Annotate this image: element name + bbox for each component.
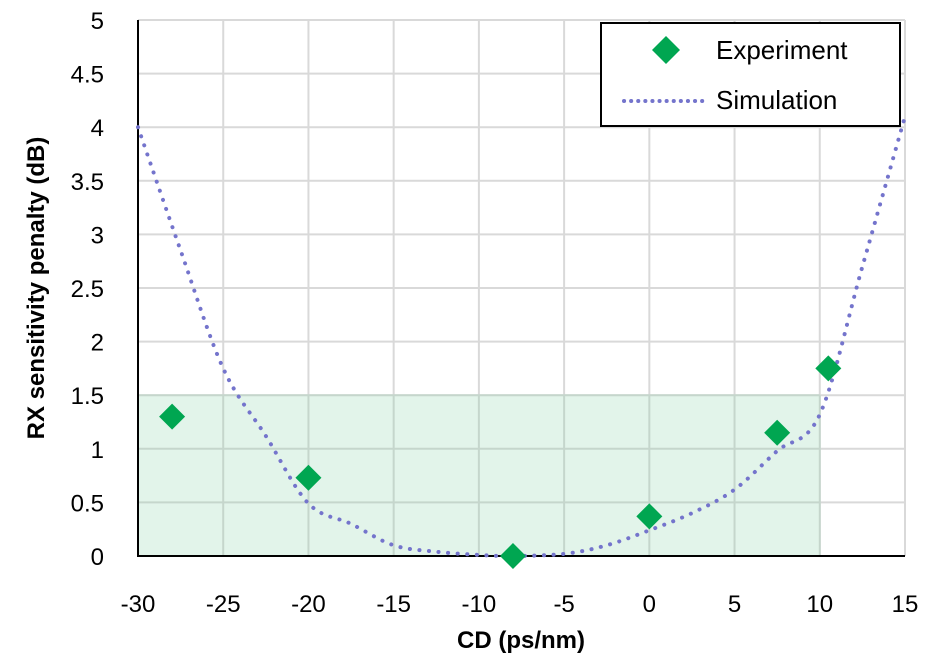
y-tick-label: 1 [91,437,104,464]
y-tick-label: 2 [91,330,104,357]
x-tick-labels: -30 -25 -20 -15 -10 -5 0 5 10 15 [121,591,919,618]
x-tick-label: 10 [806,591,833,618]
experiment-point [159,403,186,430]
experiment-point [295,464,322,491]
legend-experiment-marker [652,36,680,64]
x-axis-label: CD (ps/nm) [457,627,585,654]
experiment-point [815,355,842,382]
simulation-series [136,114,907,559]
x-tick-label: -25 [206,591,241,618]
y-tick-label: 4.5 [71,62,104,89]
x-tick-label: -30 [121,591,156,618]
y-tick-label: 1.5 [71,383,104,410]
experiment-point [764,419,791,446]
y-tick-labels: 0 0.5 1 1.5 2 2.5 3 3.5 4 4.5 5 [71,8,104,571]
y-tick-label: 5 [91,8,104,35]
simulation-line [136,114,907,559]
x-tick-label: -20 [291,591,326,618]
legend-box [600,22,901,127]
legend-experiment-label: Experiment [716,35,848,65]
experiment-series [159,355,842,569]
x-tick-label: -10 [462,591,497,618]
x-tick-label: -5 [553,591,574,618]
x-tick-label: -15 [376,591,411,618]
y-tick-label: 2.5 [71,276,104,303]
y-tick-label: 3.5 [71,169,104,196]
y-tick-label: 0.5 [71,490,104,517]
y-tick-label: 3 [91,222,104,249]
legend: Experiment Simulation [600,22,901,127]
y-tick-label: 4 [91,115,104,142]
y-axis-label: RX sensitivity penalty (dB) [23,137,50,440]
experiment-point [499,543,526,569]
x-tick-label: 5 [728,591,741,618]
grid-over-shade [138,394,821,556]
x-tick-label: 15 [892,591,919,618]
experiment-point [636,503,663,530]
legend-simulation-label: Simulation [716,85,837,115]
x-tick-label: 0 [643,591,656,618]
y-tick-label: 0 [91,544,104,571]
